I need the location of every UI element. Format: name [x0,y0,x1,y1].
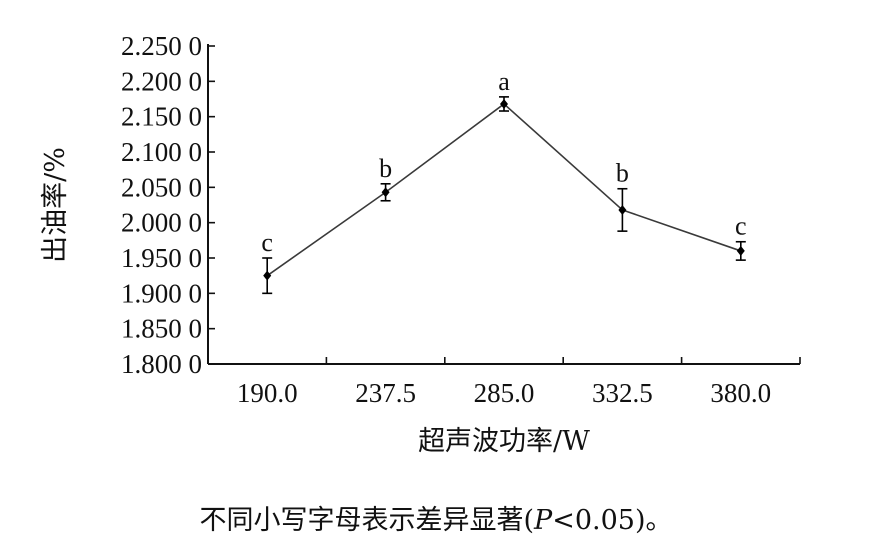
x-tick-label: 190.0 [237,378,298,408]
x-axis-label: 超声波功率/W [418,426,590,457]
x-axis-ticks: 190.0 237.5 285.0 332.5 380.0 [237,357,801,408]
data-point [736,245,745,256]
chart-plot: 1.800 0 1.850 0 1.900 0 1.950 0 2.000 0 2.050… [40,31,801,457]
x-tick-label: 380.0 [710,378,771,408]
axes [207,44,800,365]
data-series: c b a b c [261,67,747,295]
data-point [381,187,390,198]
x-tick-label: 332.5 [592,378,653,408]
y-tick-label: 2.100 0 [121,137,202,167]
data-point [500,98,508,109]
x-tick-label: 237.5 [355,378,416,408]
caption-text-after: <0.05)。 [552,505,673,536]
y-tick-label: 1.950 0 [121,243,202,273]
y-tick-label: 1.800 0 [121,349,202,379]
x-tick-label: 285.0 [474,378,535,408]
significance-label: a [498,67,510,96]
significance-label: b [616,159,629,188]
data-point [618,204,627,215]
y-tick-label: 2.150 0 [121,102,202,132]
caption-text-before: 不同小写字母表示差异显著( [199,505,535,536]
y-tick-label: 1.850 0 [121,314,202,344]
y-axis-label: 出油率/% [40,147,71,263]
y-tick-label: 2.000 0 [121,208,202,238]
y-tick-label: 1.900 0 [121,278,202,308]
significance-label: b [379,154,392,183]
data-point [263,270,272,281]
y-tick-label: 2.050 0 [121,172,202,202]
caption-p-symbol: P [534,505,553,536]
significance-label: c [735,212,747,241]
y-tick-label: 2.250 0 [121,31,202,61]
y-tick-label: 2.200 0 [121,66,202,96]
figure-caption: 不同小写字母表示差异显著(P<0.05)。 [0,498,872,537]
significance-label: c [261,228,273,257]
series-line [266,102,742,277]
y-axis-ticks: 1.800 0 1.850 0 1.900 0 1.950 0 2.000 0 2.050… [121,31,215,379]
